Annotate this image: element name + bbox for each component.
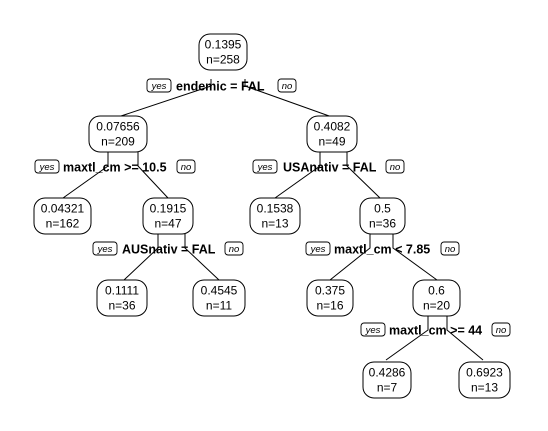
tree-node-root: 0.1395 n=258 <box>198 33 248 71</box>
no-box <box>176 159 196 174</box>
yes-box <box>305 241 331 256</box>
yes-box <box>34 159 60 174</box>
node-count: n=7 <box>377 381 398 395</box>
split-right-right: yes maxtl_cm < 7.85 no <box>305 241 460 257</box>
tree-edges <box>62 79 484 361</box>
node-value: 0.1395 <box>205 38 242 52</box>
node-count: n=13 <box>261 217 288 231</box>
node-value: 0.07656 <box>96 120 140 134</box>
node-value: 0.1538 <box>257 202 294 216</box>
yes-box <box>146 78 172 93</box>
tree-node-right-right-right-left: 0.4286 n=7 <box>362 361 412 399</box>
node-value: 0.6 <box>428 284 445 298</box>
node-value: 0.04321 <box>41 202 85 216</box>
split-left: yes maxtl_cm >= 10.5 no <box>34 159 196 175</box>
edge-lr-right <box>184 232 220 281</box>
split-label: endemic = FAL <box>176 80 265 94</box>
yes-label: yes <box>151 81 167 92</box>
yes-label: yes <box>97 244 113 255</box>
node-count: n=209 <box>101 135 135 149</box>
edge-lr-left <box>123 232 159 281</box>
split-label: AUSnativ = FAL <box>122 243 216 257</box>
node-value: 0.375 <box>315 284 345 298</box>
edge-rr-left <box>329 232 371 281</box>
tree-node-right-left: 0.1538 n=13 <box>249 197 301 235</box>
node-count: n=47 <box>154 217 181 231</box>
tree-node-left-right-right: 0.4545 n=11 <box>192 279 246 317</box>
node-value: 0.1111 <box>105 284 139 298</box>
edge-r-left <box>274 148 321 199</box>
yes-box <box>252 159 278 174</box>
no-box <box>440 241 460 256</box>
no-box <box>385 159 405 174</box>
no-label: no <box>282 81 293 92</box>
edge-l-left <box>62 148 109 199</box>
node-count: n=49 <box>318 135 345 149</box>
tree-node-left: 0.07656 n=209 <box>88 115 148 153</box>
split-label: maxtl_cm < 7.85 <box>334 243 430 257</box>
yes-label: yes <box>365 325 381 336</box>
yes-box <box>360 322 386 337</box>
no-label: no <box>229 244 240 255</box>
no-box <box>277 78 297 93</box>
node-count: n=162 <box>46 217 80 231</box>
yes-label: yes <box>310 244 326 255</box>
edge-l-right <box>137 148 169 199</box>
node-count: n=258 <box>206 53 240 67</box>
node-value: 0.1915 <box>150 202 187 216</box>
yes-label: yes <box>39 162 55 173</box>
no-label: no <box>390 162 401 173</box>
split-label: maxtl_cm >= 10.5 <box>63 161 167 175</box>
no-box <box>491 322 511 337</box>
tree-node-left-right-left: 0.1111 n=36 <box>96 279 148 317</box>
tree-node-right-right: 0.5 n=36 <box>359 197 406 235</box>
tree-node-left-right: 0.1915 n=47 <box>142 197 194 235</box>
no-label: no <box>181 162 192 173</box>
node-count: n=11 <box>206 299 232 313</box>
split-right-right-right: yes maxtl_cm >= 44 no <box>360 322 511 338</box>
split-label: USAnativ = FAL <box>283 161 377 175</box>
no-box <box>224 241 244 256</box>
split-label: maxtl_cm >= 44 <box>389 324 482 338</box>
yes-box <box>92 241 118 256</box>
yes-label: yes <box>257 162 273 173</box>
no-label: no <box>496 325 507 336</box>
edge-rrr-left <box>385 314 429 361</box>
edge-rrr-right <box>446 314 484 361</box>
node-value: 0.4082 <box>314 120 351 134</box>
node-count: n=13 <box>471 381 498 395</box>
node-count: n=36 <box>108 299 135 313</box>
node-value: 0.4286 <box>369 366 406 380</box>
node-value: 0.5 <box>374 202 391 216</box>
node-value: 0.6923 <box>466 366 503 380</box>
tree-node-right-right-left: 0.375 n=16 <box>306 279 354 317</box>
no-label: no <box>445 244 456 255</box>
split-left-right: yes AUSnativ = FAL no <box>92 241 244 257</box>
edge-root-left <box>117 79 212 118</box>
tree-node-right: 0.4082 n=49 <box>306 115 358 153</box>
node-count: n=16 <box>316 299 343 313</box>
tree-node-right-right-right-right: 0.6923 n=13 <box>458 361 511 399</box>
node-value: 0.4545 <box>201 284 238 298</box>
edge-rr-right <box>392 232 438 281</box>
node-count: n=20 <box>423 299 450 313</box>
split-right: yes USAnativ = FAL no <box>252 159 405 175</box>
tree-node-left-left: 0.04321 n=162 <box>33 197 92 235</box>
node-count: n=36 <box>369 217 396 231</box>
edge-root-right <box>244 79 333 118</box>
edge-r-right <box>346 148 381 199</box>
split-root: yes endemic = FAL no <box>146 78 297 94</box>
tree-node-right-right-right: 0.6 n=20 <box>412 279 461 317</box>
